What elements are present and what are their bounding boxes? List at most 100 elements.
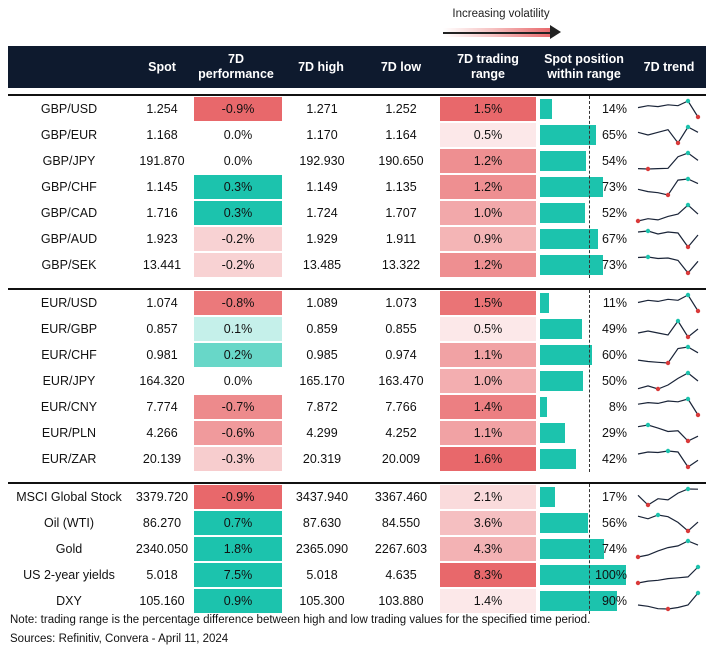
- pair-label: US 2-year yields: [23, 568, 115, 582]
- position-cell: 74%: [538, 537, 630, 561]
- position-label: 56%: [601, 516, 627, 530]
- position-bar: [540, 151, 587, 171]
- range-value: 1.5%: [440, 291, 536, 315]
- pair-label: Oil (WTI): [44, 516, 94, 530]
- low-value: 3367.460: [374, 490, 428, 504]
- volatility-arrow-line: [443, 32, 551, 34]
- trend-high-dot: [685, 202, 691, 208]
- footer-sources: Sources: Refinitiv, Convera - April 11, …: [10, 633, 229, 645]
- pair-label: GBP/AUD: [40, 232, 98, 246]
- position-label: 73%: [601, 180, 627, 194]
- trend-low-dot: [635, 218, 641, 224]
- position-cell: 29%: [538, 421, 630, 445]
- pair-label: EUR/CHF: [41, 348, 97, 362]
- trend-line: [637, 372, 699, 390]
- trend-low-dot: [695, 412, 701, 418]
- pair-label: EUR/ZAR: [41, 452, 97, 466]
- trend-sparkline: [637, 318, 699, 340]
- performance-value: -0.6%: [194, 421, 282, 445]
- spot-value: 1.923: [146, 232, 178, 246]
- table-row: EUR/PLN 4.266 -0.6% 4.299 4.252 1.1% 29%: [8, 420, 706, 446]
- range-value: 0.5%: [440, 123, 536, 147]
- position-label: 52%: [601, 206, 627, 220]
- low-value: 84.550: [381, 516, 421, 530]
- low-value: 1.135: [385, 180, 417, 194]
- volatility-label: Increasing volatility: [452, 8, 550, 20]
- position-label: 50%: [601, 374, 627, 388]
- spot-value: 105.160: [139, 594, 185, 608]
- trend-low-dot: [685, 270, 691, 276]
- table-row: EUR/JPY 164.320 0.0% 165.170 163.470 1.0% 50%: [8, 368, 706, 394]
- low-value: 2267.603: [374, 542, 428, 556]
- position-bar: [540, 539, 604, 559]
- table-row: GBP/EUR 1.168 0.0% 1.170 1.164 0.5% 65%: [8, 122, 706, 148]
- position-cell: 73%: [538, 175, 630, 199]
- high-value: 1.271: [306, 102, 338, 116]
- trend-high-dot: [685, 344, 691, 350]
- range-value: 1.2%: [440, 149, 536, 173]
- range-value: 1.4%: [440, 589, 536, 613]
- high-value: 87.630: [302, 516, 342, 530]
- trend-high-dot: [695, 590, 701, 596]
- position-bar: [540, 565, 626, 585]
- range-value: 3.6%: [440, 511, 536, 535]
- position-label: 8%: [608, 400, 627, 414]
- range-value: 0.9%: [440, 227, 536, 251]
- trend-low-dot: [645, 166, 651, 172]
- position-cell: 67%: [538, 227, 630, 251]
- table-group: GBP/USD 1.254 -0.9% 1.271 1.252 1.5% 14% GBP/EU…: [8, 94, 706, 278]
- header-trend: 7D trend: [643, 59, 695, 74]
- low-value: 0.974: [385, 348, 417, 362]
- position-cell: 90%: [538, 589, 630, 613]
- high-value: 1.149: [306, 180, 338, 194]
- position-cell: 8%: [538, 395, 630, 419]
- position-cell: 100%: [538, 563, 630, 587]
- header-performance: 7D performance: [198, 52, 274, 81]
- position-cell: 52%: [538, 201, 630, 225]
- range-value: 1.2%: [440, 175, 536, 199]
- high-value: 5.018: [306, 568, 338, 582]
- position-label: 11%: [602, 296, 627, 310]
- spot-value: 0.857: [146, 322, 178, 336]
- position-bar: [540, 591, 618, 611]
- pair-label: MSCI Global Stock: [16, 490, 122, 504]
- performance-value: 0.9%: [194, 589, 282, 613]
- position-label: 29%: [601, 426, 627, 440]
- pair-label: Gold: [55, 542, 83, 556]
- trend-high-dot: [685, 292, 691, 298]
- position-bar: [540, 345, 592, 365]
- trend-high-dot: [645, 228, 651, 234]
- position-bar: [540, 397, 547, 417]
- trend-high-dot: [685, 538, 691, 544]
- low-value: 1.707: [385, 206, 417, 220]
- high-value: 13.485: [302, 258, 342, 272]
- position-cell: 14%: [538, 97, 630, 121]
- low-value: 4.252: [385, 426, 417, 440]
- low-value: 1.073: [385, 296, 417, 310]
- performance-value: 7.5%: [194, 563, 282, 587]
- spot-value: 191.870: [139, 154, 185, 168]
- high-value: 1.170: [306, 128, 338, 142]
- high-value: 20.319: [302, 452, 342, 466]
- position-label: 90%: [601, 594, 627, 608]
- trend-line: [637, 514, 699, 532]
- spot-value: 0.981: [146, 348, 178, 362]
- trend-low-dot: [685, 528, 691, 534]
- trend-high-dot: [675, 318, 681, 324]
- position-bar: [540, 487, 555, 507]
- position-label: 67%: [601, 232, 627, 246]
- trend-low-dot: [685, 438, 691, 444]
- performance-value: 0.0%: [194, 149, 282, 173]
- position-cell: 11%: [538, 291, 630, 315]
- position-label: 100%: [595, 568, 627, 582]
- performance-value: 0.0%: [194, 369, 282, 393]
- position-bar: [540, 449, 577, 469]
- range-value: 1.1%: [440, 343, 536, 367]
- header-range: 7D trading range: [457, 52, 519, 81]
- table-row: GBP/JPY 191.870 0.0% 192.930 190.650 1.2% 54%: [8, 148, 706, 174]
- performance-value: -0.7%: [194, 395, 282, 419]
- range-value: 1.0%: [440, 369, 536, 393]
- high-value: 4.299: [306, 426, 338, 440]
- trend-line: [637, 398, 699, 416]
- table-group: EUR/USD 1.074 -0.8% 1.089 1.073 1.5% 11% EUR/GB…: [8, 288, 706, 472]
